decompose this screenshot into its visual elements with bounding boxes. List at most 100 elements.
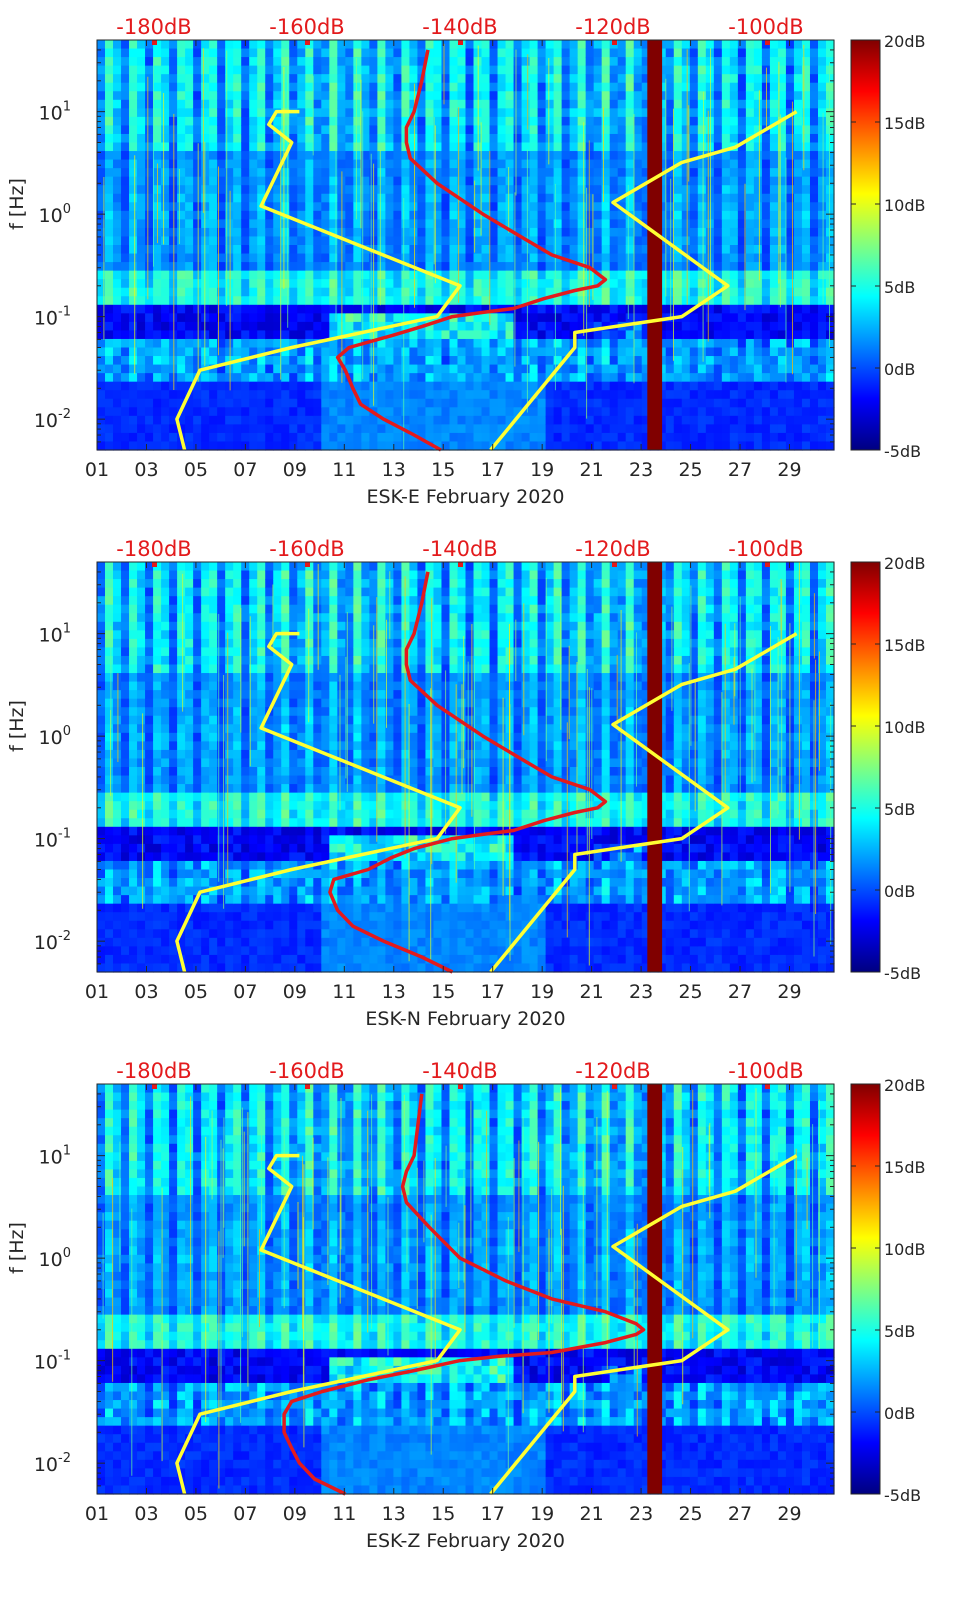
spectrogram-cell [705, 313, 715, 323]
spectrogram-cell [249, 151, 258, 161]
spectrogram-cell [121, 57, 130, 67]
spectrogram-cell [345, 321, 354, 332]
spectrogram-cell [697, 321, 707, 332]
spectrogram-cell [113, 715, 122, 725]
spectrogram-cell [225, 245, 234, 255]
spectrogram-cell [809, 364, 819, 374]
spectrogram-cell [601, 65, 611, 75]
spectrogram-cell [481, 270, 491, 280]
spectrogram-cell [769, 202, 779, 212]
spectrogram-cell [289, 159, 298, 169]
spectrogram-cell [561, 142, 571, 152]
spectrogram-cell [193, 133, 202, 144]
spectrogram-cell [393, 398, 403, 408]
spectrogram-cell [785, 193, 795, 203]
spectrogram-cell [289, 398, 298, 408]
spectrogram-cell [265, 364, 274, 374]
spectrogram-cell [137, 125, 146, 135]
spectrogram-cell [553, 99, 563, 109]
spectrogram-cell [577, 219, 587, 229]
spectrogram-cell [737, 338, 747, 349]
spectrogram-cell [113, 65, 122, 75]
spectrogram-cell [305, 108, 314, 118]
spectrogram-cell [761, 381, 771, 391]
spectrogram-cell [345, 381, 354, 391]
spectrogram-cell [409, 219, 419, 229]
spectrogram-cell [153, 125, 162, 135]
spectrogram-cell [113, 321, 122, 332]
spectrogram-cell [257, 125, 266, 135]
spectrogram-cell [249, 159, 258, 169]
spectrogram-cell [297, 142, 306, 152]
spectrogram-cell [441, 168, 451, 178]
spectrogram-cell [129, 82, 138, 92]
spectrogram-cell [201, 432, 210, 443]
spectrogram-cell [201, 304, 210, 314]
spectrogram-cell [561, 227, 571, 238]
spectrogram-cell [129, 236, 138, 246]
spectrogram-cell [681, 236, 691, 246]
spectrogram-cell [545, 262, 555, 272]
spectrogram-cell [185, 176, 194, 186]
spectrogram-cell [161, 57, 170, 67]
spectrogram-cell [137, 715, 146, 725]
spectrogram-cell [553, 432, 563, 443]
spectrogram-cell [761, 262, 771, 272]
spectrogram-cell [113, 869, 122, 879]
spectrogram-cell [481, 432, 491, 443]
spectrogram-cell [801, 296, 811, 306]
spectrogram-cell [737, 40, 747, 50]
spectrogram-cell [521, 74, 531, 84]
spectrogram-cell [561, 415, 571, 425]
spectrogram-cell [497, 159, 507, 169]
spectrogram-cell [289, 91, 298, 101]
spectrogram-cell [385, 227, 394, 238]
spectrogram-cell [593, 142, 603, 152]
spectrogram-cell [825, 253, 835, 263]
spectrogram-cell [761, 296, 771, 306]
spectrogram-cell [601, 48, 611, 58]
spectrogram-cell [545, 415, 555, 425]
spectrogram-cell [105, 596, 114, 606]
spectrogram-cell [113, 74, 122, 84]
spectrogram-cell [281, 381, 290, 391]
spectrogram-cell [441, 48, 451, 58]
spectrogram-cell [129, 99, 138, 109]
spectrogram-cell [521, 330, 531, 340]
spectrogram-cell [137, 227, 146, 238]
spectrogram-cell [745, 210, 755, 220]
spectrogram-cell [233, 279, 242, 289]
spectrogram-cell [769, 99, 779, 109]
spectrogram-cell [345, 142, 354, 152]
spectrogram-cell [393, 364, 403, 374]
spectrogram-cell [401, 304, 411, 314]
spectrogram-cell [729, 270, 739, 280]
spectrogram-cell [305, 270, 314, 280]
spectrogram-cell [353, 210, 362, 220]
spectrogram-cell [417, 390, 427, 400]
spectrogram-cell [449, 407, 459, 417]
y-tick-label: 10-2 [34, 407, 71, 432]
spectrogram-cell [513, 40, 523, 50]
spectrogram-cell [681, 108, 691, 118]
spectrogram-cell [145, 373, 154, 383]
spectrogram-cell [641, 65, 651, 75]
spectrogram-cell [457, 279, 467, 289]
spectrogram-cell [737, 304, 747, 314]
spectrogram-cell [465, 82, 475, 92]
spectrogram-cell [689, 424, 699, 434]
spectrogram-cell [297, 210, 306, 220]
spectrogram-cell [585, 245, 595, 255]
spectrogram-cell [289, 407, 298, 417]
spectrogram-cell [489, 40, 499, 50]
spectrogram-cell [465, 279, 475, 289]
spectrogram-cell [201, 99, 210, 109]
spectrogram-cell [193, 296, 202, 306]
spectrogram-cell [113, 937, 122, 947]
spectrogram-cell [241, 65, 250, 75]
spectrogram-cell [801, 398, 811, 408]
spectrogram-cell [625, 193, 635, 203]
spectrogram-cell [729, 185, 739, 195]
spectrogram-cell [569, 432, 579, 443]
